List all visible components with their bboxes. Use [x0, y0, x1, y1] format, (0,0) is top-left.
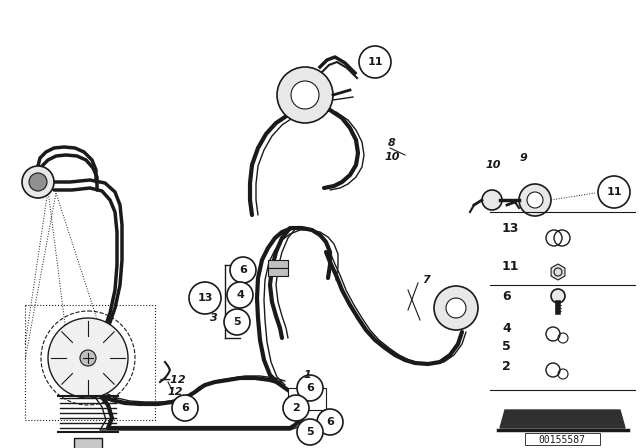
Polygon shape	[551, 264, 565, 280]
Text: 2: 2	[292, 403, 300, 413]
Circle shape	[297, 375, 323, 401]
Text: 9: 9	[520, 153, 528, 163]
Bar	[74, 438, 102, 448]
Circle shape	[434, 286, 478, 330]
Bar	[288, 388, 326, 410]
Circle shape	[277, 67, 333, 123]
Text: 8: 8	[388, 138, 396, 148]
Text: 4: 4	[236, 290, 244, 300]
Bar	[268, 268, 288, 276]
Text: 1: 1	[303, 370, 311, 380]
Text: 6: 6	[181, 403, 189, 413]
Text: 6: 6	[502, 290, 511, 303]
Text: 12: 12	[168, 387, 184, 397]
Circle shape	[291, 81, 319, 109]
Circle shape	[598, 176, 630, 208]
Circle shape	[283, 395, 309, 421]
Text: 3: 3	[211, 313, 218, 323]
Text: 4: 4	[502, 322, 511, 335]
Bar	[268, 260, 288, 268]
Text: 2: 2	[502, 360, 511, 373]
Circle shape	[359, 46, 391, 78]
Text: 11: 11	[367, 57, 383, 67]
Circle shape	[172, 395, 198, 421]
Bar	[25, 305, 155, 420]
Text: 5: 5	[306, 427, 314, 437]
Circle shape	[22, 166, 54, 198]
Text: —12: —12	[160, 375, 187, 385]
Text: 00155587: 00155587	[538, 435, 586, 445]
Text: 10: 10	[384, 152, 400, 162]
Circle shape	[317, 409, 343, 435]
Text: 6: 6	[326, 417, 334, 427]
Circle shape	[446, 298, 466, 318]
Circle shape	[519, 184, 551, 216]
Circle shape	[527, 192, 543, 208]
Circle shape	[227, 282, 253, 308]
Circle shape	[48, 318, 128, 398]
Polygon shape	[500, 410, 625, 428]
Text: 13: 13	[197, 293, 212, 303]
Bar	[525, 433, 600, 445]
Circle shape	[80, 350, 96, 366]
Text: 5: 5	[233, 317, 241, 327]
Circle shape	[551, 289, 565, 303]
Circle shape	[29, 173, 47, 191]
Text: 5: 5	[502, 340, 511, 353]
Circle shape	[297, 419, 323, 445]
Text: 6: 6	[239, 265, 247, 275]
Text: 10: 10	[486, 160, 502, 170]
Text: 11: 11	[502, 260, 520, 273]
Text: 7: 7	[422, 275, 429, 285]
Text: 11: 11	[606, 187, 621, 197]
Text: 6: 6	[306, 383, 314, 393]
Circle shape	[230, 257, 256, 283]
Text: 13: 13	[502, 222, 520, 235]
Circle shape	[482, 190, 502, 210]
Circle shape	[224, 309, 250, 335]
Circle shape	[189, 282, 221, 314]
